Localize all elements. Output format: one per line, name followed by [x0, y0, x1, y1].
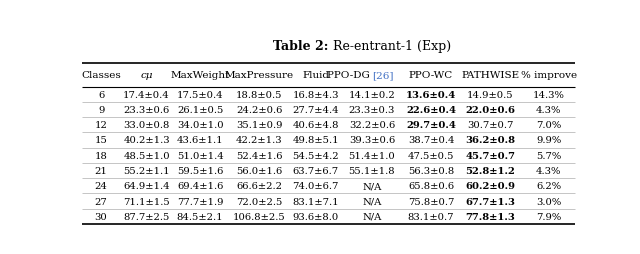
Text: 27.7±4.4: 27.7±4.4 — [292, 105, 339, 115]
Text: 4.3%: 4.3% — [536, 105, 561, 115]
Text: 77.8±1.3: 77.8±1.3 — [465, 212, 515, 221]
Text: 30.7±0.7: 30.7±0.7 — [467, 121, 513, 130]
Text: [26]: [26] — [372, 71, 394, 80]
Text: 14.9±0.5: 14.9±0.5 — [467, 90, 513, 99]
Text: 14.3%: 14.3% — [533, 90, 564, 99]
Text: 3.0%: 3.0% — [536, 197, 561, 206]
Text: 24: 24 — [95, 182, 108, 190]
Text: 77.7±1.9: 77.7±1.9 — [177, 197, 223, 206]
Text: PPO-WC: PPO-WC — [409, 71, 453, 80]
Text: 13.6±0.4: 13.6±0.4 — [406, 90, 456, 99]
Text: 69.4±1.6: 69.4±1.6 — [177, 182, 223, 190]
Text: 9.9%: 9.9% — [536, 136, 561, 145]
Text: 24.2±0.6: 24.2±0.6 — [236, 105, 282, 115]
Text: 17.4±0.4: 17.4±0.4 — [123, 90, 170, 99]
Text: 52.8±1.2: 52.8±1.2 — [465, 166, 515, 175]
Text: 17.5±0.4: 17.5±0.4 — [177, 90, 223, 99]
Text: 51.4±1.0: 51.4±1.0 — [349, 151, 396, 160]
Text: 65.8±0.6: 65.8±0.6 — [408, 182, 454, 190]
Text: 67.7±1.3: 67.7±1.3 — [465, 197, 515, 206]
Text: Re-entrant-1 (Exp): Re-entrant-1 (Exp) — [329, 40, 451, 53]
Text: cμ: cμ — [140, 71, 153, 80]
Text: 47.5±0.5: 47.5±0.5 — [408, 151, 454, 160]
Text: 106.8±2.5: 106.8±2.5 — [233, 212, 285, 221]
Text: 14.1±0.2: 14.1±0.2 — [349, 90, 396, 99]
Text: 30: 30 — [95, 212, 108, 221]
Text: 23.3±0.6: 23.3±0.6 — [124, 105, 170, 115]
Text: Table 2:: Table 2: — [273, 40, 329, 53]
Text: Classes: Classes — [81, 71, 121, 80]
Text: 22.0±0.6: 22.0±0.6 — [465, 105, 515, 115]
Text: 6.2%: 6.2% — [536, 182, 561, 190]
Text: 21: 21 — [95, 166, 108, 175]
Text: 36.2±0.8: 36.2±0.8 — [465, 136, 515, 145]
Text: 9: 9 — [98, 105, 104, 115]
Text: 38.7±0.4: 38.7±0.4 — [408, 136, 454, 145]
Text: 55.2±1.1: 55.2±1.1 — [123, 166, 170, 175]
Text: 7.9%: 7.9% — [536, 212, 561, 221]
Text: 60.2±0.9: 60.2±0.9 — [465, 182, 515, 190]
Text: N/A: N/A — [362, 197, 381, 206]
Text: MaxWeight: MaxWeight — [170, 71, 230, 80]
Text: 93.6±8.0: 93.6±8.0 — [292, 212, 339, 221]
Text: 33.0±0.8: 33.0±0.8 — [124, 121, 170, 130]
Text: 42.2±1.3: 42.2±1.3 — [236, 136, 282, 145]
Text: 66.6±2.2: 66.6±2.2 — [236, 182, 282, 190]
Text: 75.8±0.7: 75.8±0.7 — [408, 197, 454, 206]
Text: 34.0±1.0: 34.0±1.0 — [177, 121, 223, 130]
Text: 45.7±0.7: 45.7±0.7 — [465, 151, 515, 160]
Text: Fluid: Fluid — [302, 71, 329, 80]
Text: 35.1±0.9: 35.1±0.9 — [236, 121, 282, 130]
Text: 48.5±1.0: 48.5±1.0 — [123, 151, 170, 160]
Text: 32.2±0.6: 32.2±0.6 — [349, 121, 395, 130]
Text: 39.3±0.6: 39.3±0.6 — [349, 136, 395, 145]
Text: N/A: N/A — [362, 212, 381, 221]
Text: 40.6±4.8: 40.6±4.8 — [292, 121, 339, 130]
Text: 83.1±0.7: 83.1±0.7 — [408, 212, 454, 221]
Text: % improve: % improve — [521, 71, 577, 80]
Text: PPO-DG: PPO-DG — [327, 71, 372, 80]
Text: PATHWISE: PATHWISE — [461, 71, 519, 80]
Text: 56.3±0.8: 56.3±0.8 — [408, 166, 454, 175]
Text: MaxPressure: MaxPressure — [225, 71, 294, 80]
Text: N/A: N/A — [362, 182, 381, 190]
Text: 4.3%: 4.3% — [536, 166, 561, 175]
Text: 54.5±4.2: 54.5±4.2 — [292, 151, 339, 160]
Text: 43.6±1.1: 43.6±1.1 — [177, 136, 223, 145]
Text: 15: 15 — [95, 136, 108, 145]
Text: 64.9±1.4: 64.9±1.4 — [123, 182, 170, 190]
Text: 40.2±1.3: 40.2±1.3 — [123, 136, 170, 145]
Text: 23.3±0.3: 23.3±0.3 — [349, 105, 395, 115]
Text: 59.5±1.6: 59.5±1.6 — [177, 166, 223, 175]
Text: 18.8±0.5: 18.8±0.5 — [236, 90, 282, 99]
Text: 29.7±0.4: 29.7±0.4 — [406, 121, 456, 130]
Text: 56.0±1.6: 56.0±1.6 — [236, 166, 282, 175]
Text: 5.7%: 5.7% — [536, 151, 561, 160]
Text: 18: 18 — [95, 151, 108, 160]
Text: 12: 12 — [95, 121, 108, 130]
Text: 74.0±6.7: 74.0±6.7 — [292, 182, 339, 190]
Text: 83.1±7.1: 83.1±7.1 — [292, 197, 339, 206]
Text: 22.6±0.4: 22.6±0.4 — [406, 105, 456, 115]
Text: 26.1±0.5: 26.1±0.5 — [177, 105, 223, 115]
Text: 63.7±6.7: 63.7±6.7 — [292, 166, 339, 175]
Text: 7.0%: 7.0% — [536, 121, 561, 130]
Text: 27: 27 — [95, 197, 108, 206]
Text: 55.1±1.8: 55.1±1.8 — [349, 166, 396, 175]
Text: 71.1±1.5: 71.1±1.5 — [123, 197, 170, 206]
Text: 52.4±1.6: 52.4±1.6 — [236, 151, 282, 160]
Text: 72.0±2.5: 72.0±2.5 — [236, 197, 282, 206]
Text: 87.7±2.5: 87.7±2.5 — [124, 212, 170, 221]
Text: 6: 6 — [98, 90, 104, 99]
Text: 51.0±1.4: 51.0±1.4 — [177, 151, 223, 160]
Text: 16.8±4.3: 16.8±4.3 — [292, 90, 339, 99]
Text: 84.5±2.1: 84.5±2.1 — [177, 212, 223, 221]
Text: 49.8±5.1: 49.8±5.1 — [292, 136, 339, 145]
